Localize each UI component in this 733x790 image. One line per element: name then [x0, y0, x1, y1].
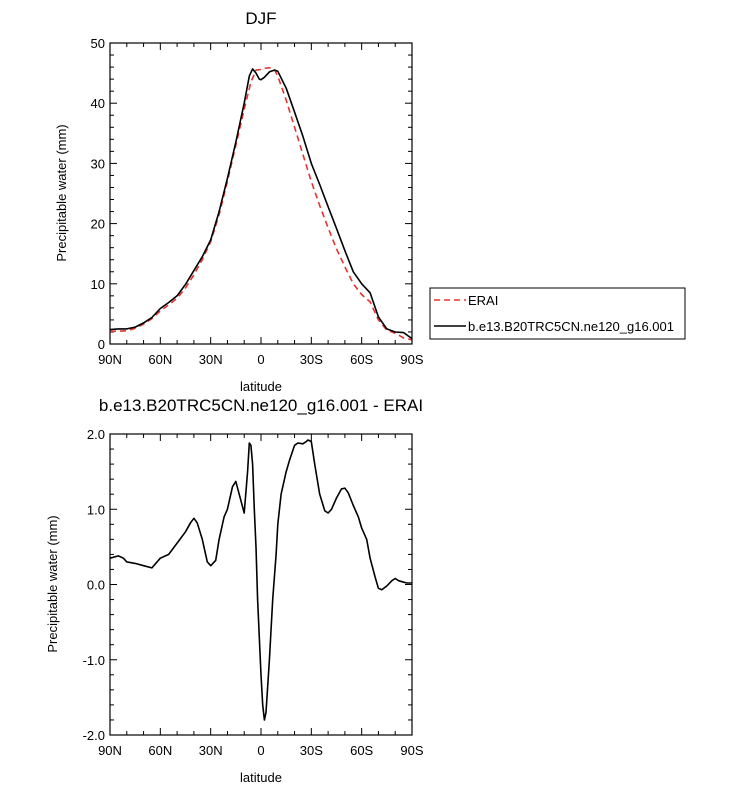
y-tick-label: -2.0: [83, 728, 105, 743]
y-tick-label: 10: [91, 277, 105, 292]
series-lines: [109, 439, 412, 721]
x-axis-label: latitude: [240, 770, 282, 785]
x-tick-label: 90N: [98, 352, 122, 367]
x-tick-label: 60N: [148, 352, 172, 367]
x-tick-label: 90S: [400, 352, 423, 367]
y-tick-label: 2.0: [87, 427, 105, 442]
y-tick-label: 0.0: [87, 578, 105, 593]
x-tick-label: 60S: [350, 743, 373, 758]
y-axis-label: Precipitable water (mm): [45, 515, 60, 652]
tick-labels: 90N 60N 30N 0 30S 60S 90S 0 10 20 30 40 50: [91, 36, 424, 367]
x-tick-label: 30N: [199, 352, 223, 367]
series-line: [109, 68, 413, 340]
legend-label-model: b.e13.B20TRC5CN.ne120_g16.001: [468, 319, 674, 334]
plot-difference: b.e13.B20TRC5CN.ne120_g16.001 - ERAI Pre…: [45, 396, 424, 785]
y-tick-label: 1.0: [87, 502, 105, 517]
series-line: [109, 439, 412, 721]
y-tick-label: 20: [91, 217, 105, 232]
x-tick-label: 60N: [148, 743, 172, 758]
y-tick-label: 30: [91, 156, 105, 171]
x-tick-label: 30S: [300, 743, 323, 758]
y-tick-label: 40: [91, 96, 105, 111]
plot-frame: [109, 42, 413, 345]
y-tick-label: 0: [98, 337, 105, 352]
plot-djf: DJF Precipitable water (mm) latitude 90N…: [54, 9, 424, 394]
x-tick-label: 30S: [300, 352, 323, 367]
x-tick-label: 0: [257, 743, 264, 758]
tick-labels: 90N 60N 30N 0 30S 60S 90S 2.0 1.0 0.0 -1.0 -2.0: [83, 427, 424, 758]
plot-title: DJF: [245, 9, 276, 28]
x-tick-label: 90S: [400, 743, 423, 758]
y-tick-label: 50: [91, 36, 105, 51]
plot-frame: [109, 433, 413, 736]
x-tick-label: 60S: [350, 352, 373, 367]
tick-marks: [109, 42, 413, 345]
series-line: [109, 66, 413, 341]
x-tick-label: 30N: [199, 743, 223, 758]
legend-label-erai: ERAI: [468, 293, 498, 308]
x-axis-label: latitude: [240, 379, 282, 394]
plot-title: b.e13.B20TRC5CN.ne120_g16.001 - ERAI: [99, 396, 423, 415]
series-lines: [109, 66, 413, 341]
x-tick-label: 90N: [98, 743, 122, 758]
legend: ERAI b.e13.B20TRC5CN.ne120_g16.001: [429, 287, 686, 340]
x-tick-label: 0: [257, 352, 264, 367]
y-axis-label: Precipitable water (mm): [54, 124, 69, 261]
tick-marks: [109, 433, 413, 736]
y-tick-label: -1.0: [83, 653, 105, 668]
legend-box: [429, 287, 686, 340]
